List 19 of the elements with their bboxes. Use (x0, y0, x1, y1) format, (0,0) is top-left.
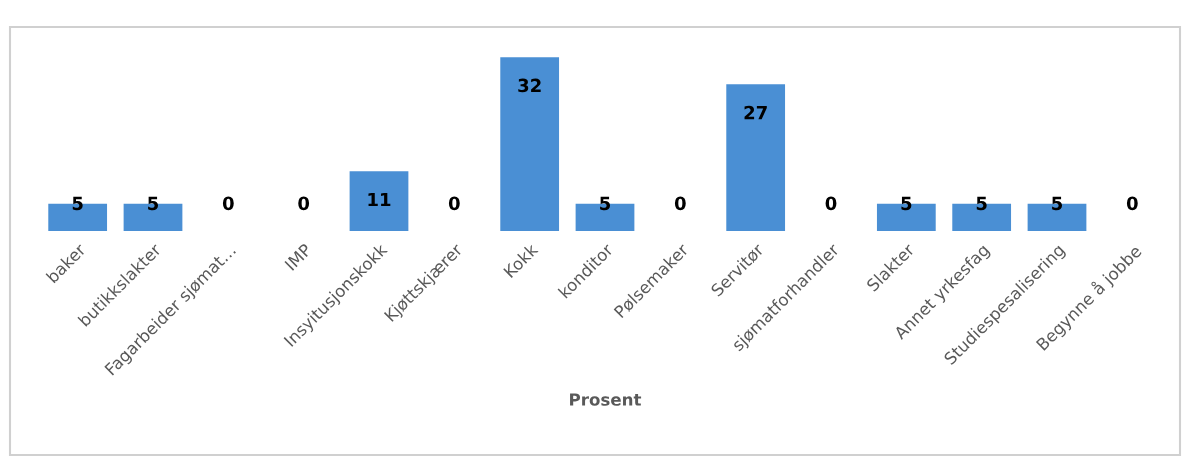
x-axis-title: Prosent (570, 393, 642, 406)
data-label: 5 (72, 196, 83, 211)
data-label: 27 (744, 105, 767, 120)
bar (726, 84, 786, 231)
data-label: 5 (148, 196, 159, 211)
data-label: 0 (222, 196, 234, 211)
bar (500, 57, 560, 231)
data-label: 0 (298, 196, 310, 211)
data-label: 0 (674, 196, 686, 211)
data-label: 5 (600, 196, 611, 211)
data-label: 5 (1052, 196, 1063, 211)
data-label: 5 (901, 196, 912, 211)
data-label: 0 (448, 196, 460, 211)
data-label: 0 (1126, 196, 1138, 211)
bar (349, 171, 409, 231)
data-label: 5 (976, 196, 987, 211)
data-label: 11 (368, 192, 391, 207)
data-label: 0 (825, 196, 837, 211)
data-label: 32 (518, 78, 541, 93)
